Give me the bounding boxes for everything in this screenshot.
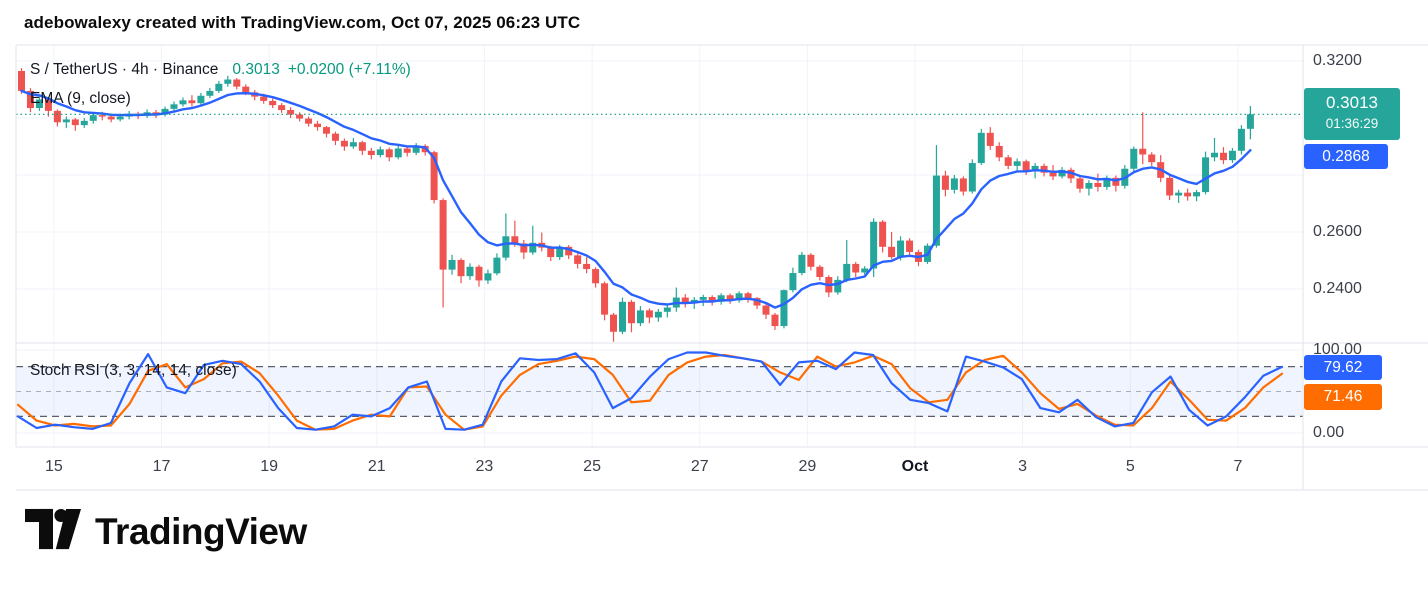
stoch-tick-0.00: 0.00 bbox=[1313, 424, 1345, 441]
price-tick-0.2400: 0.2400 bbox=[1313, 280, 1362, 297]
stoch-rsi-pane[interactable] bbox=[16, 343, 1303, 447]
time-label-5: 5 bbox=[1125, 458, 1135, 475]
time-label-7: 7 bbox=[1233, 458, 1243, 475]
time-label-21: 21 bbox=[367, 458, 386, 475]
legend-change: +0.0200 (+7.11%) bbox=[287, 61, 411, 78]
time-label-19: 19 bbox=[260, 458, 279, 475]
legend-last-price: 0.3013 bbox=[232, 61, 280, 78]
stoch-d-badge: 71.46 bbox=[1304, 383, 1382, 410]
symbol-legend[interactable]: S / TetherUS · 4h · Binance 0.3013 +0.0200… bbox=[30, 61, 411, 79]
ema-legend[interactable]: EMA (9, close) bbox=[30, 90, 131, 107]
stoch-rsi-legend[interactable]: Stoch RSI (3, 3, 14, 14, close) bbox=[30, 362, 237, 379]
symbol-title[interactable]: S / TetherUS · 4h · Binance bbox=[30, 61, 219, 78]
stoch-tick-100.00: 100.00 bbox=[1313, 341, 1362, 358]
time-label-29: 29 bbox=[798, 458, 817, 475]
bar-countdown: 01:36:29 bbox=[1325, 116, 1379, 132]
last-price-badge: 0.3013 01:36:29 bbox=[1304, 88, 1400, 141]
stoch-k-badge: 79.62 bbox=[1304, 354, 1382, 380]
time-label-17: 17 bbox=[152, 458, 171, 475]
time-label-25: 25 bbox=[583, 458, 601, 475]
last-price-value: 0.3013 bbox=[1326, 93, 1378, 113]
attribution-header: adebowalexy created with TradingView.com… bbox=[24, 13, 581, 32]
time-label-Oct: Oct bbox=[901, 458, 929, 475]
price-tick-0.3200: 0.3200 bbox=[1313, 52, 1362, 69]
ema-value-badge: 0.2868 bbox=[1304, 143, 1388, 169]
price-tick-0.2600: 0.2600 bbox=[1313, 223, 1362, 240]
brand-wordmark: TradingView bbox=[95, 511, 307, 552]
time-label-27: 27 bbox=[690, 458, 709, 475]
tradingview-footer: TradingView bbox=[25, 506, 307, 558]
main-chart-pane[interactable] bbox=[16, 45, 1303, 343]
tradingview-logo-icon bbox=[25, 506, 81, 558]
time-label-23: 23 bbox=[475, 458, 494, 475]
time-label-15: 15 bbox=[44, 458, 63, 475]
time-label-3: 3 bbox=[1018, 458, 1028, 475]
